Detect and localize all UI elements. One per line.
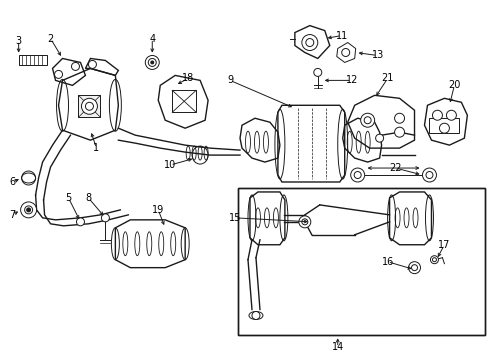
Text: 13: 13 (371, 50, 384, 60)
Text: 9: 9 (227, 75, 233, 85)
Circle shape (440, 123, 449, 133)
Circle shape (361, 113, 375, 127)
Bar (429, 118, 460, 133)
Text: 19: 19 (152, 205, 164, 215)
Text: 15: 15 (229, 213, 241, 223)
Circle shape (101, 214, 109, 222)
Text: 20: 20 (448, 80, 461, 90)
Text: 8: 8 (85, 193, 92, 203)
Circle shape (24, 206, 33, 214)
Text: 3: 3 (16, 36, 22, 46)
Circle shape (431, 256, 439, 264)
Text: 2: 2 (48, 33, 54, 44)
Circle shape (299, 216, 311, 228)
Text: 10: 10 (164, 160, 176, 170)
Circle shape (422, 168, 437, 182)
Circle shape (89, 60, 97, 68)
Text: 18: 18 (182, 73, 195, 84)
Text: 6: 6 (10, 177, 16, 187)
Circle shape (145, 55, 159, 69)
Circle shape (351, 168, 365, 182)
Bar (238, 188, 485, 336)
Circle shape (342, 49, 350, 57)
Text: 17: 17 (438, 240, 451, 250)
Circle shape (85, 102, 94, 110)
Bar (78, 95, 100, 117)
Text: 5: 5 (65, 193, 72, 203)
Text: 16: 16 (382, 257, 394, 267)
Bar (172, 90, 196, 112)
Circle shape (394, 113, 405, 123)
Circle shape (412, 265, 417, 271)
Text: 12: 12 (345, 75, 358, 85)
Circle shape (21, 202, 37, 218)
Text: 7: 7 (9, 210, 16, 220)
Bar (238, 188, 485, 336)
Circle shape (148, 58, 156, 67)
Circle shape (376, 134, 384, 142)
Text: 21: 21 (381, 73, 394, 84)
Circle shape (394, 127, 405, 137)
Circle shape (72, 62, 79, 71)
Circle shape (314, 68, 322, 76)
Circle shape (433, 110, 442, 120)
Text: 11: 11 (336, 31, 348, 41)
Circle shape (446, 110, 456, 120)
Circle shape (306, 39, 314, 46)
Text: 14: 14 (332, 342, 344, 352)
Bar (19, 55, 47, 66)
Circle shape (151, 61, 154, 64)
Circle shape (302, 219, 308, 225)
Text: 4: 4 (149, 33, 155, 44)
Circle shape (409, 262, 420, 274)
Circle shape (364, 117, 371, 124)
Circle shape (22, 171, 36, 185)
Circle shape (81, 98, 98, 114)
Circle shape (433, 258, 437, 262)
Circle shape (54, 71, 63, 78)
Circle shape (302, 35, 318, 50)
Circle shape (76, 218, 84, 226)
Circle shape (354, 171, 361, 179)
Text: 22: 22 (390, 163, 402, 173)
Circle shape (26, 208, 30, 212)
Text: 1: 1 (94, 143, 99, 153)
Circle shape (426, 171, 433, 179)
Circle shape (252, 311, 260, 319)
